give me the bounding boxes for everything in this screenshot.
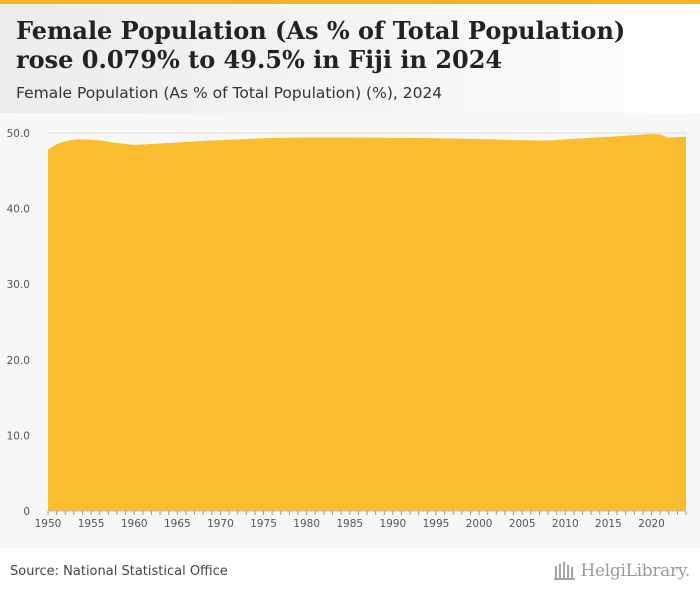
y-tick-label: 40.0 <box>7 204 30 216</box>
x-tick-label: 1990 <box>379 518 406 530</box>
y-tick-label: 20.0 <box>7 355 30 367</box>
x-tick-label: 1995 <box>423 518 450 530</box>
x-tick-label: 1950 <box>35 518 62 530</box>
x-tick-label: 1975 <box>250 518 277 530</box>
logo-text: HelgiLibrary. <box>580 561 691 581</box>
x-tick-label: 1965 <box>164 518 191 530</box>
x-tick-label: 1960 <box>121 518 148 530</box>
x-tick-label: 2010 <box>552 518 579 530</box>
y-tick-label: 10.0 <box>7 430 30 442</box>
series-area <box>48 134 686 511</box>
chart-subtitle: Female Population (As % of Total Populat… <box>16 84 443 102</box>
library-building-icon <box>553 562 575 580</box>
series-area-layer <box>48 134 686 511</box>
x-tick-label: 1955 <box>78 518 105 530</box>
chart-title: Female Population (As % of Total Populat… <box>16 16 626 74</box>
x-tick-label: 2000 <box>466 518 493 530</box>
x-tick-label: 1985 <box>336 518 363 530</box>
x-tick-label: 2015 <box>595 518 622 530</box>
y-tick-label: 0 <box>23 506 30 518</box>
x-tick-label: 1980 <box>293 518 320 530</box>
axes: 0 10.0 20.0 30.0 40.0 50.0 1950 1955 1960 1965 197… <box>7 128 687 530</box>
y-tick-label: 30.0 <box>7 279 30 291</box>
x-tick-label: 1970 <box>207 518 234 530</box>
source-note: Source: National Statistical Office <box>10 564 228 579</box>
y-tick-label: 50.0 <box>7 128 30 140</box>
x-tick-label: 2020 <box>638 518 665 530</box>
accent-bar <box>0 0 700 4</box>
header: Female Population (As % of Total Populat… <box>0 4 700 113</box>
helgi-library-logo[interactable]: HelgiLibrary. <box>553 561 691 581</box>
area-chart: 0 10.0 20.0 30.0 40.0 50.0 1950 1955 1960 1965 197… <box>7 128 687 530</box>
x-tick-label: 2005 <box>509 518 536 530</box>
